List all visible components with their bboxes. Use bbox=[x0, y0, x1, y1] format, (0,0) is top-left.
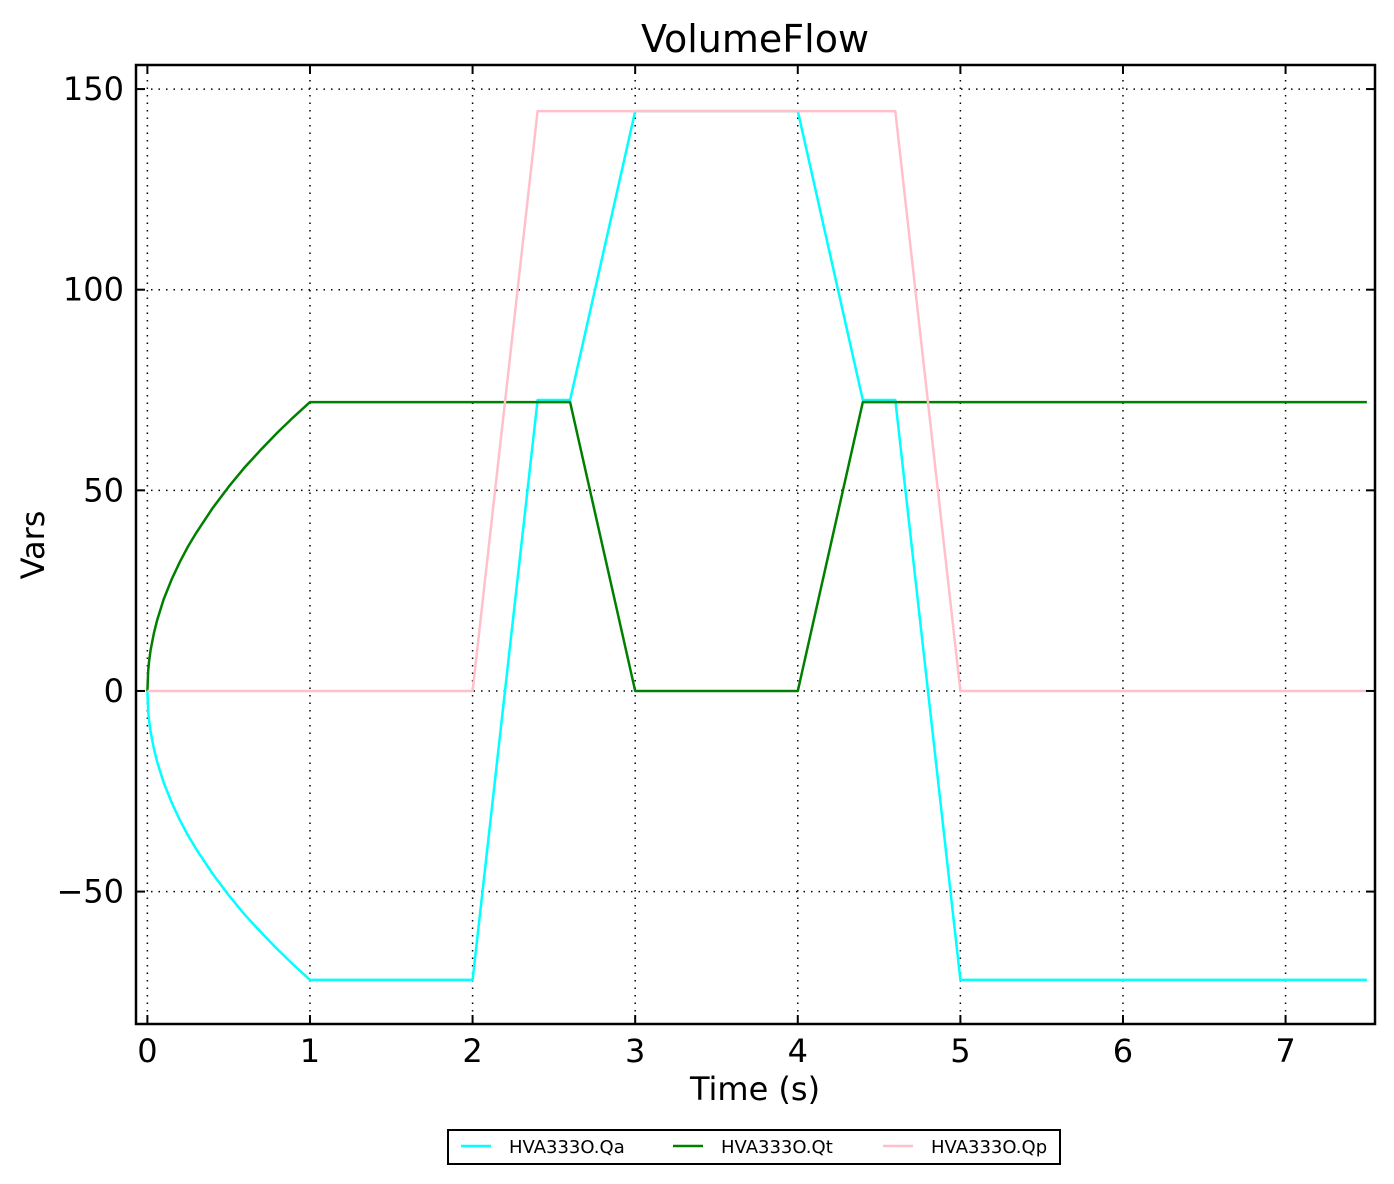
series-line-qt bbox=[146, 400, 1367, 693]
x-tick-label: 3 bbox=[625, 1032, 645, 1070]
legend-label-qp: HVA333O.Qp bbox=[931, 1137, 1047, 1158]
legend-label-qt: HVA333O.Qt bbox=[721, 1137, 833, 1158]
x-tick-label: 7 bbox=[1275, 1032, 1295, 1070]
legend-frame bbox=[447, 1129, 1061, 1165]
y-tick-label: 50 bbox=[83, 471, 124, 509]
y-tick-label: 150 bbox=[63, 70, 124, 108]
y-tick-label: −50 bbox=[56, 873, 124, 911]
legend-label-qa: HVA333O.Qa bbox=[509, 1137, 625, 1158]
y-axis-title: Vars bbox=[14, 511, 52, 580]
tick-layer bbox=[136, 65, 1375, 1024]
x-tick-label: 6 bbox=[1113, 1032, 1133, 1070]
chart-title: VolumeFlow bbox=[641, 17, 869, 61]
y-tick-label: 0 bbox=[104, 672, 124, 710]
series-line-qp bbox=[147, 109, 1367, 693]
x-tick-label: 0 bbox=[137, 1032, 157, 1070]
x-tick-label: 4 bbox=[788, 1032, 808, 1070]
legend: HVA333O.Qa HVA333O.Qt HVA333O.Qp bbox=[447, 1129, 1061, 1165]
plot-frame bbox=[134, 63, 1377, 1026]
series-layer bbox=[146, 109, 1367, 982]
x-tick-label: 1 bbox=[300, 1032, 320, 1070]
y-tick-labels: −50 0 50 100 150 bbox=[56, 70, 124, 911]
y-tick-label: 100 bbox=[63, 271, 124, 309]
x-axis-title: Time (s) bbox=[689, 1070, 820, 1108]
x-tick-label: 2 bbox=[462, 1032, 482, 1070]
x-tick-label: 5 bbox=[950, 1032, 970, 1070]
x-tick-labels: 0 1 2 3 4 5 6 7 bbox=[137, 1032, 1296, 1070]
